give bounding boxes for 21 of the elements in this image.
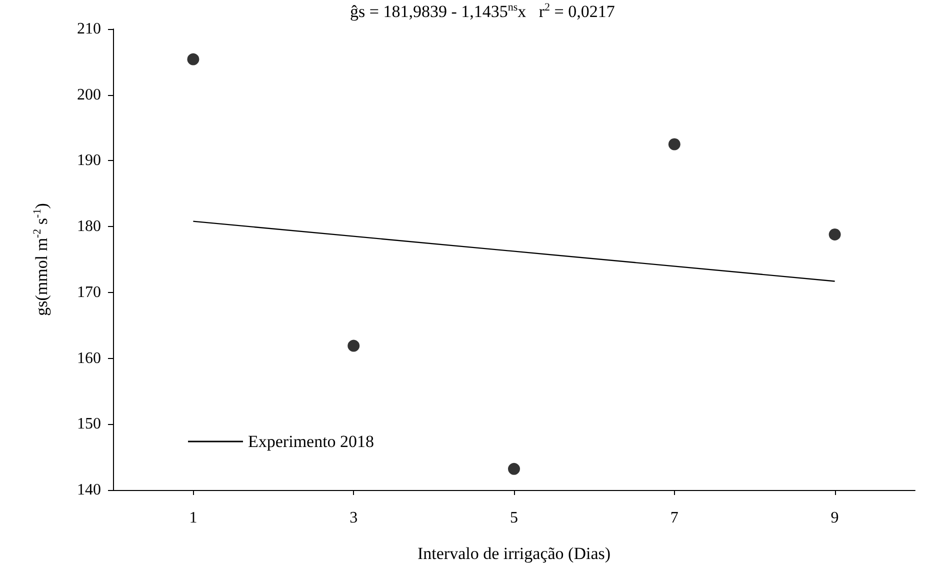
x-tick-label: 9 (830, 510, 839, 526)
point (508, 462, 520, 475)
point (187, 53, 200, 66)
point (668, 138, 680, 150)
x-tick-label: 5 (510, 510, 518, 526)
legend-label: Experimento 2018 (248, 432, 374, 451)
y-tick-label: 180 (77, 218, 101, 236)
point (828, 228, 841, 240)
x-tick-label: 1 (189, 510, 198, 526)
point (348, 340, 360, 352)
y-tick-label: 200 (77, 86, 101, 104)
y-tick-label: 210 (77, 20, 101, 38)
y-tick-label: 140 (77, 482, 101, 498)
y-tick-label: 170 (77, 284, 101, 301)
x-tick-label: 7 (670, 510, 678, 526)
x-tick-label: 3 (350, 510, 358, 526)
y-tick-label: 190 (77, 152, 101, 170)
x-axis-title: Intervalo de irrigação (Dias) (417, 544, 611, 563)
y-tick-label: 160 (77, 350, 101, 367)
y-axis-title: gs(mmol m-2 s-1) (32, 203, 51, 316)
y-tick-label: 150 (77, 416, 101, 433)
